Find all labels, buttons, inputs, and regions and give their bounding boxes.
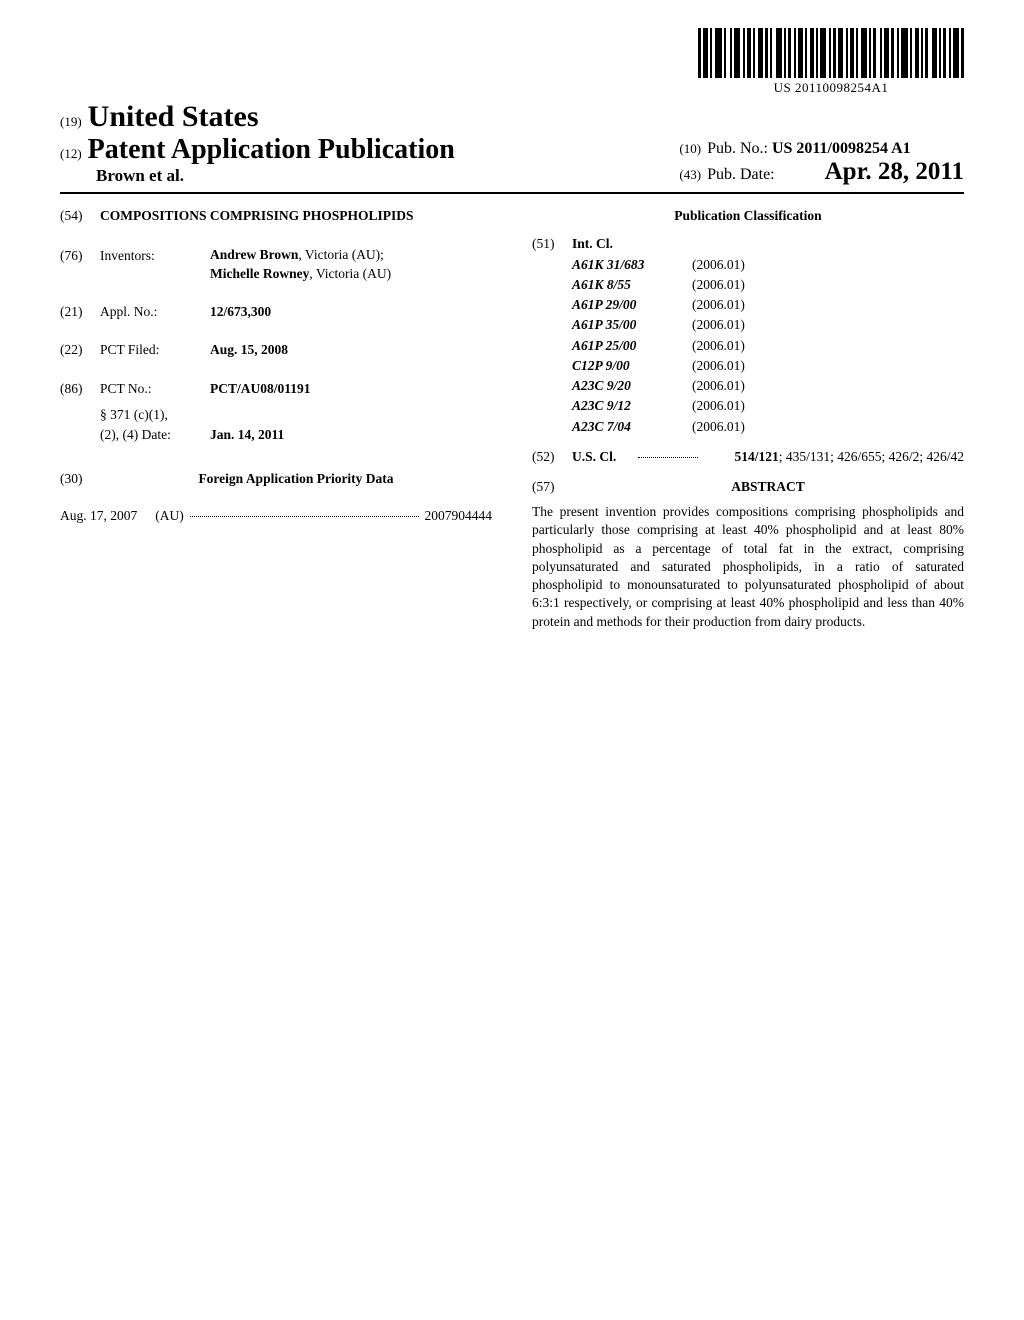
- intcl-row: A61P 35/00(2006.01): [572, 315, 964, 335]
- intcl-classification-code: A61P 25/00: [572, 336, 692, 356]
- intcl-code: (51): [532, 234, 572, 254]
- pctfiled-code: (22): [60, 340, 100, 360]
- pctno-field: (86) PCT No.: PCT/AU08/01191: [60, 379, 492, 399]
- publication-header: (12) Patent Application Publication Brow…: [60, 134, 964, 194]
- barcode: [698, 28, 964, 78]
- intcl-block: (51) Int. Cl. A61K 31/683(2006.01)A61K 8…: [532, 234, 964, 437]
- abstract-text: The present invention provides compositi…: [532, 503, 964, 631]
- intcl-row: A61P 29/00(2006.01): [572, 295, 964, 315]
- dots: [190, 506, 419, 517]
- intcl-classification-code: A23C 7/04: [572, 417, 692, 437]
- section371-date-label: (2), (4) Date:: [100, 425, 210, 445]
- foreign-header: Foreign Application Priority Data: [100, 469, 492, 489]
- main-content: (54) COMPOSITIONS COMPRISING PHOSPHOLIPI…: [60, 206, 964, 631]
- intcl-classification-code: A23C 9/12: [572, 396, 692, 416]
- country-name: United States: [88, 100, 259, 134]
- pctfiled-label: PCT Filed:: [100, 340, 210, 360]
- foreign-number: 2007904444: [425, 506, 493, 526]
- inventor1-name: Andrew Brown: [210, 247, 298, 262]
- inventors-field: (76) Inventors: Andrew Brown, Victoria (…: [60, 246, 492, 284]
- applno-value: 12/673,300: [210, 302, 492, 322]
- inventor1-loc: , Victoria (AU);: [298, 247, 384, 262]
- inventors-label: Inventors:: [100, 246, 210, 284]
- inventor2-name: Michelle Rowney: [210, 266, 309, 281]
- foreign-country: (AU): [155, 506, 184, 526]
- country-prefix: (19): [60, 114, 82, 130]
- inventors-code: (76): [60, 246, 100, 284]
- intcl-year: (2006.01): [692, 255, 792, 275]
- barcode-text: US 20110098254A1: [698, 80, 964, 96]
- applno-code: (21): [60, 302, 100, 322]
- intcl-label: Int. Cl.: [572, 234, 613, 254]
- pub-date-prefix: (43): [679, 167, 701, 183]
- uscl-first: 514/121: [734, 449, 778, 464]
- intcl-year: (2006.01): [692, 275, 792, 295]
- abstract-header: ABSTRACT: [572, 477, 964, 497]
- section371-date-value: Jan. 14, 2011: [210, 425, 284, 445]
- pctno-code: (86): [60, 379, 100, 399]
- intcl-year: (2006.01): [692, 336, 792, 356]
- intcl-year: (2006.01): [692, 417, 792, 437]
- intcl-classification-code: A61P 29/00: [572, 295, 692, 315]
- intcl-row: A23C 7/04(2006.01): [572, 417, 964, 437]
- pctfiled-field: (22) PCT Filed: Aug. 15, 2008: [60, 340, 492, 360]
- intcl-classification-code: A61P 35/00: [572, 315, 692, 335]
- publication-title: Patent Application Publication: [88, 134, 455, 166]
- abstract-header-row: (57) ABSTRACT: [532, 477, 964, 503]
- country-header: (19) United States: [60, 100, 964, 134]
- pctfiled-value: Aug. 15, 2008: [210, 340, 492, 360]
- left-column: (54) COMPOSITIONS COMPRISING PHOSPHOLIPI…: [60, 206, 492, 631]
- intcl-classification-code: C12P 9/00: [572, 356, 692, 376]
- foreign-row: Aug. 17, 2007 (AU) 2007904444: [60, 506, 492, 526]
- dots: [638, 447, 698, 458]
- intcl-row: A23C 9/20(2006.01): [572, 376, 964, 396]
- uscl-rest: ; 435/131; 426/655; 426/2; 426/42: [779, 449, 964, 464]
- barcode-block: US 20110098254A1: [698, 28, 964, 96]
- section371-block: § 371 (c)(1), (2), (4) Date: Jan. 14, 20…: [100, 405, 492, 446]
- intcl-row: A61P 25/00(2006.01): [572, 336, 964, 356]
- uscl-values: 514/121; 435/131; 426/655; 426/2; 426/42: [704, 447, 964, 467]
- intcl-classification-code: A61K 8/55: [572, 275, 692, 295]
- pub-prefix: (12): [60, 146, 82, 162]
- pub-date-label: Pub. Date:: [707, 166, 775, 184]
- uscl-code: (52): [532, 447, 572, 467]
- intcl-year: (2006.01): [692, 295, 792, 315]
- inventor2-loc: , Victoria (AU): [309, 266, 391, 281]
- intcl-row: A23C 9/12(2006.01): [572, 396, 964, 416]
- invention-title-row: (54) COMPOSITIONS COMPRISING PHOSPHOLIPI…: [60, 206, 492, 246]
- intcl-year: (2006.01): [692, 315, 792, 335]
- right-column: Publication Classification (51) Int. Cl.…: [532, 206, 964, 631]
- pub-no-label: Pub. No.:: [707, 140, 768, 158]
- intcl-classification-code: A23C 9/20: [572, 376, 692, 396]
- pub-no-value: US 2011/0098254 A1: [772, 140, 911, 158]
- pub-date-value: Apr. 28, 2011: [825, 158, 964, 186]
- uscl-row: (52) U.S. Cl. 514/121; 435/131; 426/655;…: [532, 447, 964, 467]
- foreign-date: Aug. 17, 2007: [60, 506, 137, 526]
- uscl-label: U.S. Cl.: [572, 447, 632, 467]
- intcl-year: (2006.01): [692, 376, 792, 396]
- intcl-row: A61K 31/683(2006.01): [572, 255, 964, 275]
- foreign-code: (30): [60, 469, 100, 499]
- applno-label: Appl. No.:: [100, 302, 210, 322]
- abstract-code: (57): [532, 477, 572, 503]
- intcl-row: A61K 8/55(2006.01): [572, 275, 964, 295]
- inventors-list: Andrew Brown, Victoria (AU); Michelle Ro…: [210, 246, 391, 284]
- section371-label: § 371 (c)(1),: [100, 405, 492, 425]
- intcl-year: (2006.01): [692, 356, 792, 376]
- intcl-year: (2006.01): [692, 396, 792, 416]
- authors: Brown et al.: [96, 166, 455, 186]
- pctno-label: PCT No.:: [100, 379, 210, 399]
- pctno-value: PCT/AU08/01191: [210, 379, 492, 399]
- pub-no-prefix: (10): [679, 141, 701, 157]
- intcl-row: C12P 9/00(2006.01): [572, 356, 964, 376]
- intcl-classification-code: A61K 31/683: [572, 255, 692, 275]
- invention-title: COMPOSITIONS COMPRISING PHOSPHOLIPIDS: [100, 206, 414, 226]
- intcl-list: A61K 31/683(2006.01)A61K 8/55(2006.01)A6…: [532, 255, 964, 437]
- title-code: (54): [60, 206, 100, 246]
- applno-field: (21) Appl. No.: 12/673,300: [60, 302, 492, 322]
- foreign-priority-block: (30) Foreign Application Priority Data A…: [60, 469, 492, 526]
- classification-header: Publication Classification: [532, 206, 964, 226]
